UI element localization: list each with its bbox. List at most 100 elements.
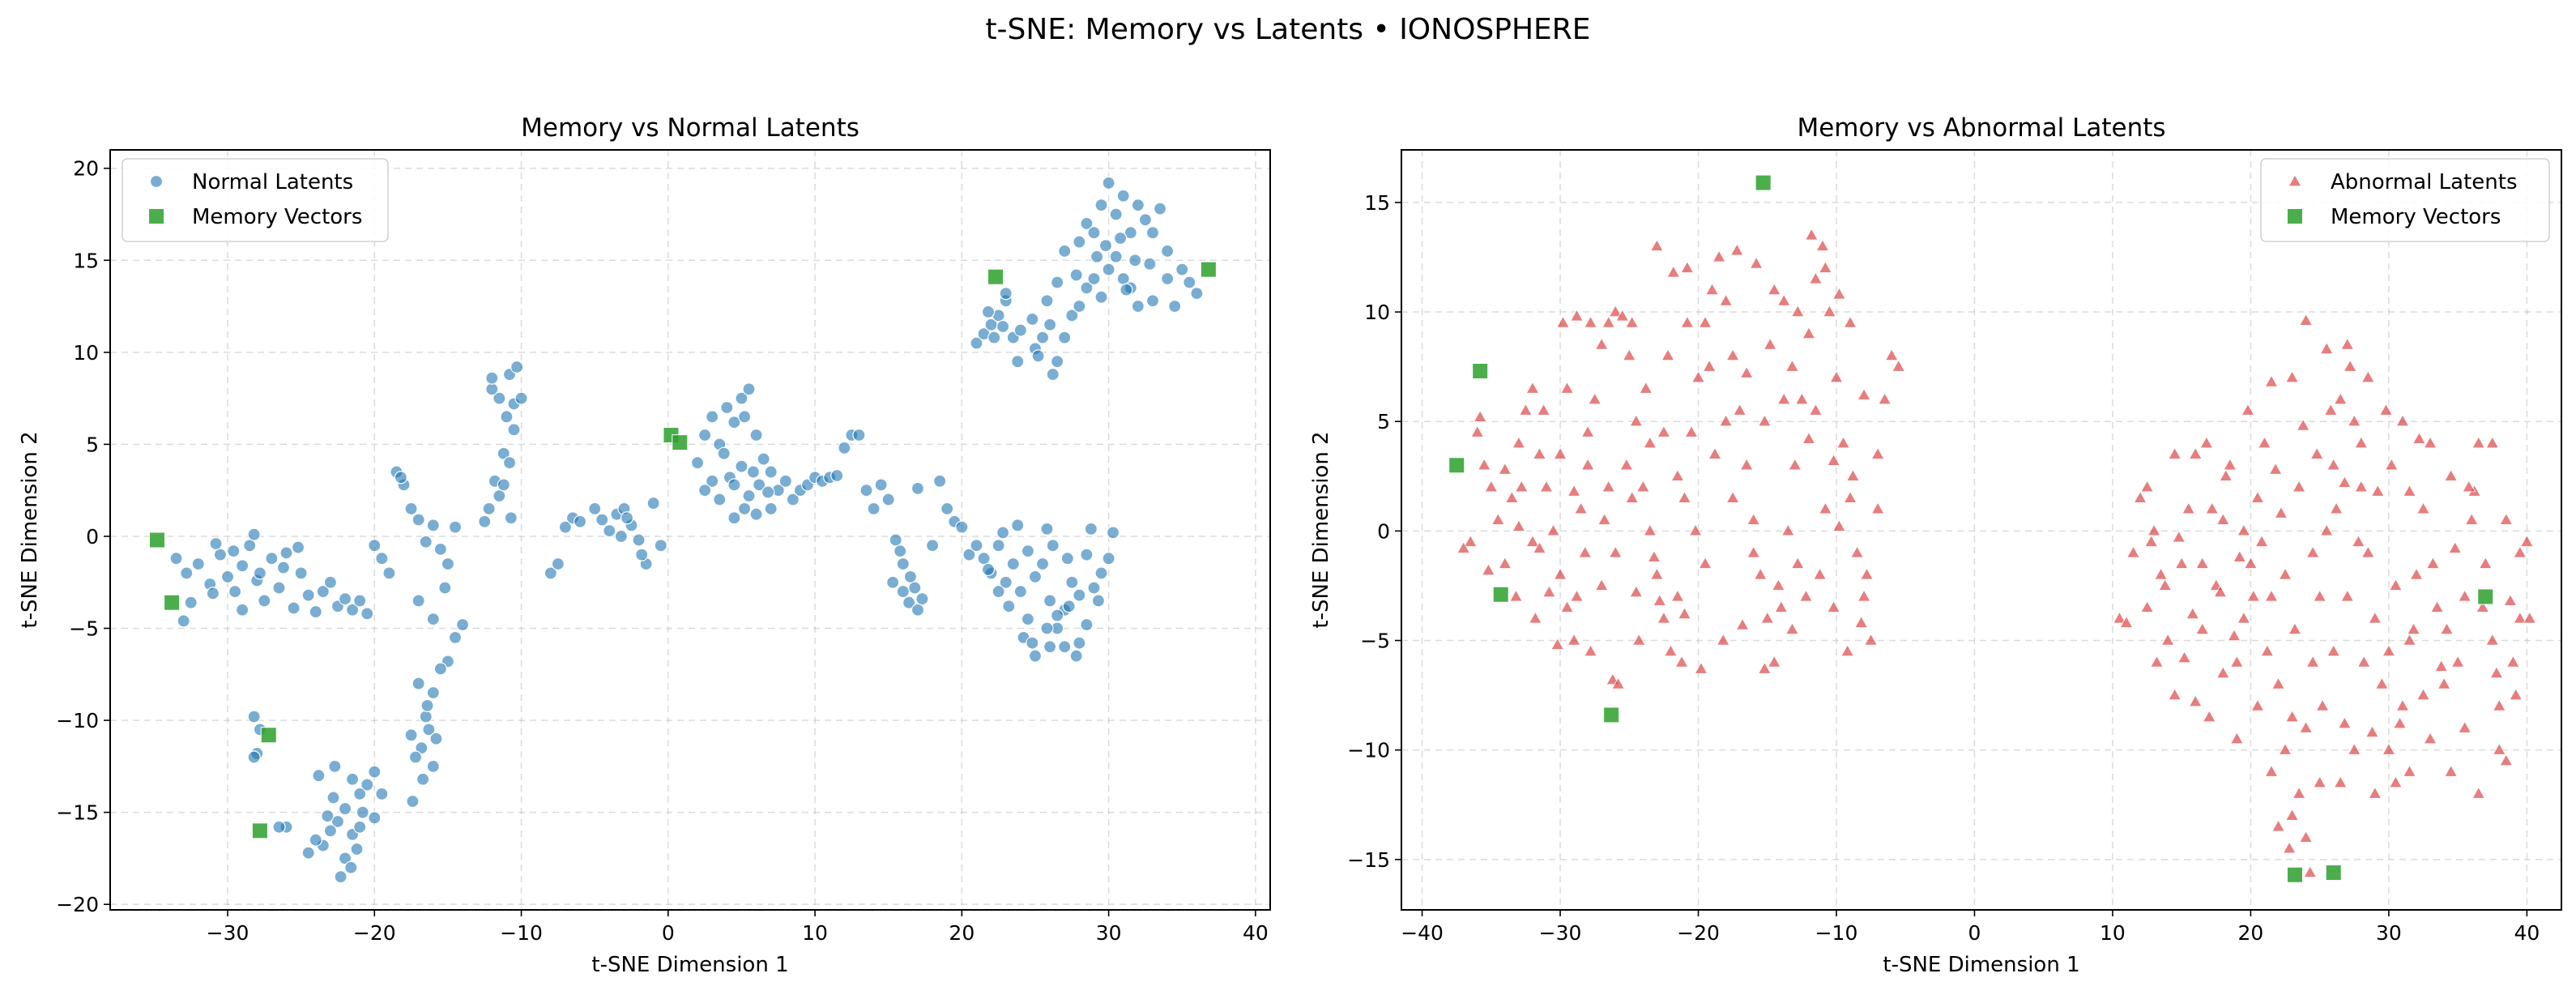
abnormal-latent-point <box>1643 523 1657 536</box>
normal-latent-point <box>429 732 443 745</box>
normal-latent-point <box>323 575 337 589</box>
abnormal-latent-point <box>2237 523 2251 536</box>
x-tick-label: −20 <box>353 921 396 945</box>
abnormal-latent-point <box>1840 644 1854 657</box>
normal-latent-point <box>970 336 983 350</box>
abnormal-latent-point <box>2340 589 2355 602</box>
abnormal-latent-point <box>1802 431 1816 444</box>
abnormal-latent-point <box>1636 480 1650 493</box>
x-tick-label: −10 <box>1815 921 1858 945</box>
normal-latent-point <box>1073 636 1086 650</box>
abnormal-latent-point <box>1578 545 1593 558</box>
normal-latent-point <box>482 502 496 515</box>
normal-latent-point <box>908 581 922 595</box>
abnormal-latent-point <box>2172 530 2186 543</box>
abnormal-latent-point <box>1719 414 1733 427</box>
normal-latent-point <box>1087 581 1101 595</box>
abnormal-latent-point <box>2333 775 2348 788</box>
memory-vector-point <box>1200 261 1217 278</box>
normal-latent-point <box>375 787 389 801</box>
abnormal-latent-point <box>2285 370 2299 383</box>
abnormal-latent-point <box>2168 688 2181 701</box>
normal-latent-point <box>713 493 727 506</box>
abnormal-latent-point <box>1661 348 1675 361</box>
normal-latent-point <box>603 524 616 538</box>
abnormal-latent-point <box>2354 436 2369 449</box>
normal-latent-point <box>243 539 257 553</box>
abnormal-latent-point <box>2278 567 2292 580</box>
abnormal-latent-point <box>2177 651 2191 664</box>
abnormal-latent-point <box>2493 698 2506 711</box>
normal-latent-point <box>753 478 766 492</box>
abnormal-latent-point <box>2264 764 2279 777</box>
y-tick-label: −5 <box>1360 630 1390 653</box>
normal-latent-point <box>992 584 1005 599</box>
normal-latent-point <box>1073 588 1086 602</box>
abnormal-latent-point <box>1550 638 1564 650</box>
abnormal-latent-point <box>2403 484 2416 497</box>
normal-latent-point <box>999 575 1013 589</box>
normal-latent-point <box>1080 281 1094 295</box>
normal-latent-point <box>1046 367 1060 382</box>
abnormal-latent-point <box>1694 661 1708 674</box>
abnormal-latent-point <box>2216 666 2230 679</box>
abnormal-latent-point <box>1539 480 1554 493</box>
abnormal-latent-point <box>2444 764 2458 777</box>
normal-latent-point <box>1013 323 1027 337</box>
abnormal-latent-point <box>1631 633 1646 646</box>
memory-vector-point <box>2477 588 2494 605</box>
normal-latent-point <box>933 474 947 488</box>
normal-latent-point <box>1058 331 1072 344</box>
y-tick-label: −20 <box>56 893 99 916</box>
abnormal-latent-point <box>1625 490 1639 503</box>
normal-latent-point <box>415 741 429 755</box>
abnormal-latent-point <box>2368 611 2382 624</box>
normal-latent-point <box>1051 275 1064 289</box>
abnormal-latent-point <box>2423 436 2437 449</box>
x-tick-label: −30 <box>1539 921 1582 945</box>
abnormal-latent-point <box>1478 458 1491 471</box>
normal-latent-point <box>177 614 190 628</box>
abnormal-latent-point <box>2188 446 2203 459</box>
abnormal-latent-point <box>2462 480 2476 493</box>
normal-latent-point <box>1040 522 1054 536</box>
x-tick-label: −30 <box>207 921 249 945</box>
abnormal-latent-point <box>2181 502 2195 514</box>
abnormal-latent-point <box>1768 655 1781 668</box>
normal-latent-point <box>1087 271 1101 286</box>
normal-latent-point <box>455 617 470 632</box>
abnormal-latent-point <box>2485 436 2500 449</box>
abnormal-latent-point <box>2144 535 2158 547</box>
normal-latent-point <box>1153 202 1167 216</box>
normal-latent-point <box>992 539 1005 553</box>
y-tick-label: −10 <box>1347 739 1390 762</box>
abnormal-latent-point <box>2499 513 2514 525</box>
normal-latent-point <box>727 416 741 429</box>
abnormal-latent-point <box>1484 480 1499 493</box>
normal-latent-point <box>485 371 499 385</box>
abnormal-latent-point <box>2458 589 2472 602</box>
normal-latent-point <box>309 604 322 619</box>
normal-latent-point <box>247 750 261 764</box>
abnormal-latent-point <box>1860 567 1874 580</box>
abnormal-latent-point <box>1746 545 1760 558</box>
normal-latent-point <box>323 824 337 838</box>
abnormal-latent-point <box>2126 545 2140 558</box>
abnormal-latent-point <box>1739 365 1754 378</box>
normal-latent-point <box>287 601 301 615</box>
normal-latent-point <box>1102 552 1115 566</box>
normal-latent-point <box>902 596 916 609</box>
abnormal-latent-point <box>2282 841 2297 854</box>
memory-vector-point <box>1448 457 1465 474</box>
abnormal-latent-point <box>1758 414 1772 427</box>
normal-latent-point <box>412 594 425 608</box>
abnormal-latent-point <box>2260 644 2275 657</box>
abnormal-latent-point <box>2348 742 2361 755</box>
normal-latent-point <box>737 502 752 515</box>
y-axis-label: t-SNE Dimension 2 <box>1309 431 1333 628</box>
abnormal-latent-point <box>2403 764 2416 777</box>
abnormal-latent-point <box>2299 314 2313 326</box>
normal-latent-point <box>331 814 345 829</box>
normal-latent-point <box>360 778 374 792</box>
abnormal-latent-point <box>2219 468 2233 481</box>
